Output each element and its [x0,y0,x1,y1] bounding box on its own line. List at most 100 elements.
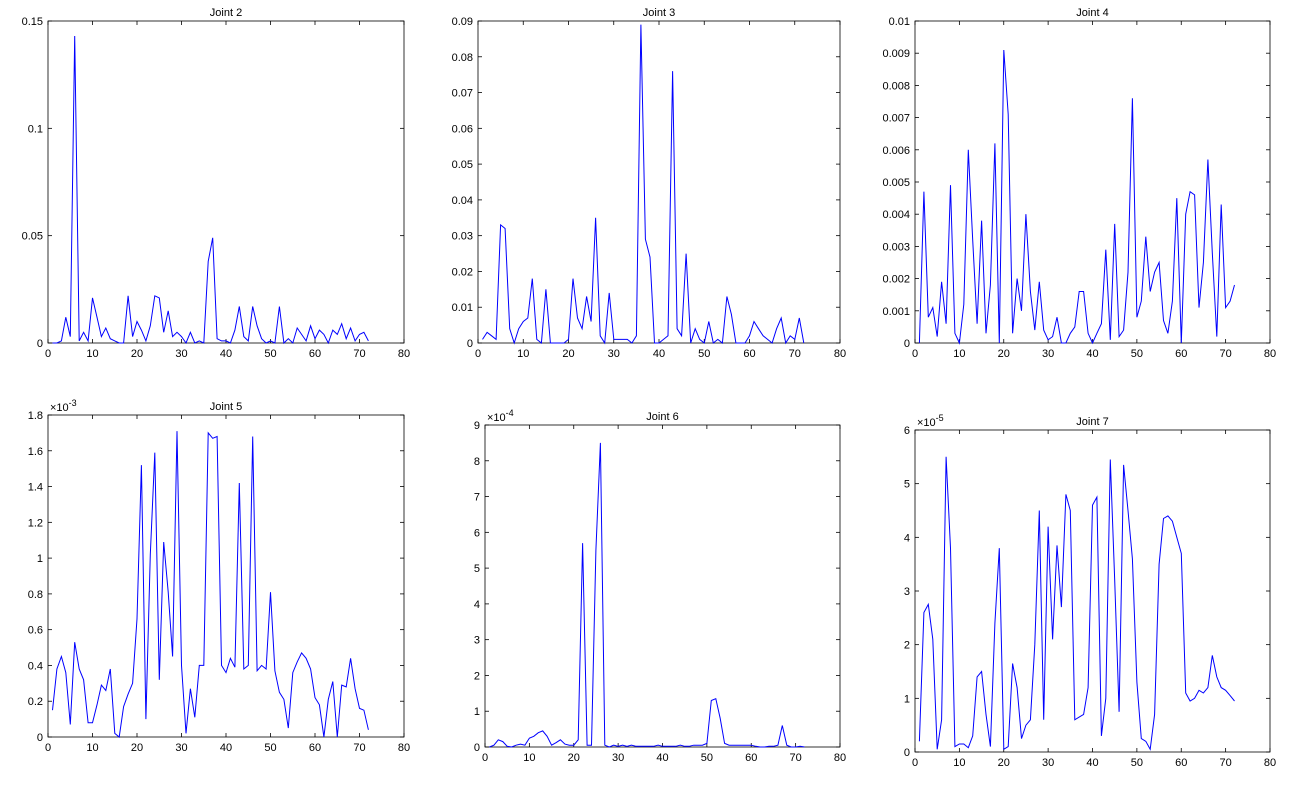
series-line [52,431,369,738]
x-tick-label: 80 [834,752,846,764]
subplot-3: 0 10 20 30 40 50 60 70 80 0 0.001 0.002 0.003 0.004 0.… [882,7,1276,360]
y-tick-label: 0.8 [28,589,43,601]
x-tick-label: 50 [264,742,276,754]
x-tick-label: 80 [834,348,846,360]
y-tick-label: 0.009 [882,48,910,60]
y-tick-label: 5 [474,563,480,575]
y-tick-label: 1 [904,693,910,705]
subplot-5: 0 10 20 30 40 50 60 70 80 0 1 2 3 4 5 6 7 8 9 ×10-4 Joint 6 [474,408,846,764]
y-tick-label: 1.6 [28,446,43,458]
x-tick-label: 40 [220,742,232,754]
x-tick-label: 20 [568,752,580,764]
series-line [52,35,369,345]
y-tick-label: 9 [474,420,480,432]
x-tick-label: 30 [612,752,624,764]
y-tick-label: 0 [37,732,43,744]
y-tick-label: 0.05 [452,159,473,171]
x-tick-label: 60 [309,348,321,360]
subplot-title: Joint 5 [210,401,242,413]
y-tick-label: 0.001 [882,306,910,318]
y-tick-label: 0.03 [452,231,473,243]
subplot-title: Joint 2 [210,7,242,19]
y-tick-label: 1 [37,553,43,565]
x-tick-label: 30 [175,742,187,754]
y-tick-label: 0.01 [889,16,910,28]
x-tick-label: 30 [1042,757,1054,769]
y-tick-label: 0 [474,742,480,754]
x-tick-label: 30 [175,348,187,360]
x-tick-label: 80 [1264,757,1276,769]
subplot-4: 0 10 20 30 40 50 60 70 80 0 0.2 0.4 0.6 0.8 1 1.2 1.4 1.6… [28,398,410,754]
subplot-1: 0 10 20 30 40 50 60 70 80 0 0.05 0.1 0.15 Joint 2 [22,7,411,360]
x-tick-label: 50 [698,348,710,360]
axes-frame [47,20,405,344]
x-tick-label: 60 [1175,757,1187,769]
y-tick-label: 4 [904,532,910,544]
x-tick-label: 50 [264,348,276,360]
x-tick-label: 10 [86,348,98,360]
y-tick-label: 5 [904,479,910,491]
y-tick-label: 0.2 [28,696,43,708]
exponent-value: -3 [69,398,77,408]
x-tick-label: 10 [523,752,535,764]
y-tick-label: 6 [904,425,910,437]
y-tick-label: 2 [904,640,910,652]
x-tick-label: 0 [45,742,51,754]
subplot-6: 0 10 20 30 40 50 60 70 80 0 1 2 3 4 5 6 ×10-5 Joint 7 [904,413,1276,769]
y-tick-label: 0 [904,338,910,350]
x-tick-label: 70 [353,348,365,360]
x-tick-label: 60 [745,752,757,764]
x-tick-label: 30 [608,348,620,360]
x-tick-label: 40 [220,348,232,360]
y-tick-label: 0.07 [452,88,473,100]
axes-frame [914,429,1271,753]
y-tick-label: 0.09 [452,16,473,28]
x-tick-label: 20 [998,757,1010,769]
y-tick-label: 0.08 [452,52,473,64]
y-tick-label: 0.6 [28,625,43,637]
y-tick-label: 0.15 [22,16,43,28]
axes-frame [484,424,841,748]
y-tick-label: 3 [474,635,480,647]
y-tick-label: 0.04 [452,195,473,207]
y-tick-label: 0.004 [882,209,910,221]
x-tick-label: 50 [701,752,713,764]
x-tick-label: 60 [1175,348,1187,360]
y-tick-label: 1.8 [28,410,43,422]
y-tick-label: 0.01 [452,302,473,314]
x-tick-label: 0 [475,348,481,360]
y-tick-label: 0.002 [882,274,910,286]
x-tick-label: 10 [953,348,965,360]
x-tick-label: 40 [1086,348,1098,360]
exponent-value: -5 [936,413,944,423]
y-tick-label: 6 [474,527,480,539]
y-tick-label: 3 [904,586,910,598]
x-tick-label: 20 [131,742,143,754]
y-exponent-label: ×10-3 [50,398,77,414]
x-tick-label: 10 [517,348,529,360]
x-tick-label: 70 [353,742,365,754]
y-tick-label: 0.006 [882,145,910,157]
axes-frame [914,20,1271,344]
x-tick-label: 60 [743,348,755,360]
y-tick-label: 7 [474,492,480,504]
axes-frame [47,414,405,738]
subplot-2: 0 10 20 30 40 50 60 70 80 0 0.01 0.02 0.03 0.04 0.05 0.… [452,7,847,360]
x-tick-label: 20 [131,348,143,360]
y-tick-label: 8 [474,456,480,468]
x-tick-label: 80 [398,742,410,754]
x-tick-label: 40 [656,752,668,764]
y-tick-label: 1.4 [28,482,43,494]
y-tick-label: 0.1 [28,123,43,135]
exponent-value: -4 [506,408,514,418]
x-tick-label: 70 [789,348,801,360]
x-tick-label: 80 [1264,348,1276,360]
subplot-title: Joint 7 [1076,416,1108,428]
y-tick-label: 4 [474,599,480,611]
y-tick-label: 0.007 [882,113,910,125]
y-tick-label: 0 [467,338,473,350]
x-tick-label: 50 [1131,348,1143,360]
x-tick-label: 80 [398,348,410,360]
